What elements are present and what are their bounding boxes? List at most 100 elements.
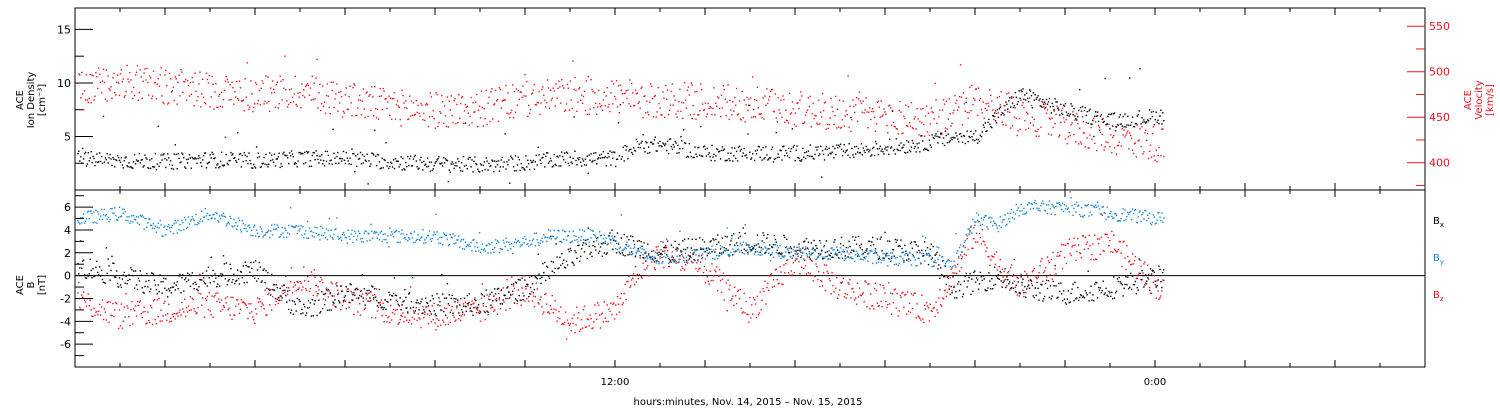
bx-series-point [330, 309, 332, 311]
density-series-point [432, 168, 434, 170]
bx-series-point [484, 311, 486, 314]
velocity-series-point [157, 77, 159, 80]
bz-series-point [1020, 273, 1022, 275]
density-series-point [704, 148, 707, 150]
bx-series-point [1111, 291, 1113, 293]
bz-series-point [951, 289, 953, 292]
bx-series-point [887, 240, 889, 242]
velocity-series-point [91, 74, 93, 76]
velocity-series-point [161, 95, 163, 97]
by-series-point [107, 216, 109, 218]
bz-series-point [295, 290, 297, 292]
density-series-point [835, 153, 837, 156]
bx-series-point [527, 283, 529, 286]
velocity-series-point [522, 85, 524, 87]
density-series-point [969, 136, 971, 139]
density-series-point [491, 159, 493, 161]
bx-series-point [849, 245, 851, 248]
bx-series-point [1143, 286, 1145, 288]
velocity-series-point [109, 89, 111, 91]
bz-series-point [224, 297, 227, 299]
velocity-series-point [625, 90, 627, 92]
bz-series-point [741, 312, 743, 314]
bz-series-point [345, 307, 347, 310]
velocity-series-point [274, 106, 277, 108]
velocity-series-point [509, 116, 511, 119]
velocity-series-point [572, 60, 574, 62]
bz-series-point [851, 288, 853, 290]
bz-series-point [892, 302, 895, 304]
velocity-series-point [280, 80, 282, 82]
density-series-point [643, 147, 645, 149]
density-series-point [522, 166, 524, 169]
by-series-point [258, 235, 261, 237]
density-series-point [445, 159, 448, 161]
by-series-point [198, 222, 200, 225]
bx-series-point [1103, 293, 1105, 296]
velocity-series-point [150, 77, 152, 79]
bx-series-point [82, 259, 85, 261]
bz-series-point [360, 290, 363, 292]
velocity-series-point [1161, 128, 1163, 130]
density-series-point [191, 156, 193, 159]
velocity-series-point [441, 94, 443, 97]
density-series-point [1115, 126, 1118, 128]
density-series-point [138, 152, 141, 155]
bz-series-point [948, 285, 950, 287]
bx-series-point [643, 242, 645, 244]
velocity-series-point [841, 119, 844, 121]
bz-series-point [512, 293, 514, 296]
velocity-series-point [389, 114, 391, 117]
bz-series-point [133, 310, 136, 312]
density-series-point [667, 152, 670, 155]
bx-series-point [424, 311, 426, 313]
density-series-point [840, 148, 843, 151]
velocity-series-point [600, 104, 603, 107]
density-series-point [867, 148, 869, 151]
density-series-point [844, 151, 846, 154]
bx-series-point [1067, 290, 1069, 292]
by-series-point [323, 232, 326, 234]
density-series-point [185, 167, 187, 169]
bz-series-point [561, 323, 563, 325]
velocity-series-point [1083, 132, 1086, 134]
bz-series-point [133, 308, 135, 310]
bx-series-point [1107, 295, 1109, 297]
bz-series-point [138, 301, 141, 303]
bz-series-point [1057, 252, 1059, 254]
by-series-point [342, 231, 345, 234]
velocity-series-point [332, 81, 334, 83]
bx-series-point [971, 278, 973, 280]
bx-series-point [1019, 293, 1021, 295]
by-series-point [263, 234, 265, 236]
bz-series-point [831, 272, 833, 274]
velocity-series-point [704, 102, 707, 104]
density-series-point [726, 159, 728, 161]
density-series-point [540, 162, 542, 165]
density-series-point [452, 163, 454, 165]
density-series-point [679, 148, 681, 150]
bx-series-point [496, 288, 499, 290]
density-series-point [200, 162, 202, 164]
velocity-series-point [517, 89, 519, 92]
density-series-point [699, 154, 701, 156]
bx-series-point [370, 291, 372, 293]
density-series-point [539, 159, 541, 161]
bz-series-point [549, 305, 552, 307]
density-series-point [338, 162, 340, 164]
bx-series-point [692, 253, 694, 256]
density-series-point [843, 144, 845, 146]
bz-series-point [847, 282, 849, 284]
velocity-series-point [1025, 128, 1027, 131]
density-series-point [786, 155, 789, 157]
bx-series-point [571, 261, 573, 263]
velocity-series-point [124, 95, 126, 97]
velocity-series-point [141, 97, 143, 100]
density-series-point [733, 155, 735, 157]
bx-series-point [588, 245, 590, 247]
bz-series-point [861, 293, 863, 295]
velocity-series-point [888, 105, 890, 107]
velocity-series-point [292, 101, 295, 103]
density-series-point [508, 159, 510, 161]
bz-series-point [918, 316, 920, 318]
